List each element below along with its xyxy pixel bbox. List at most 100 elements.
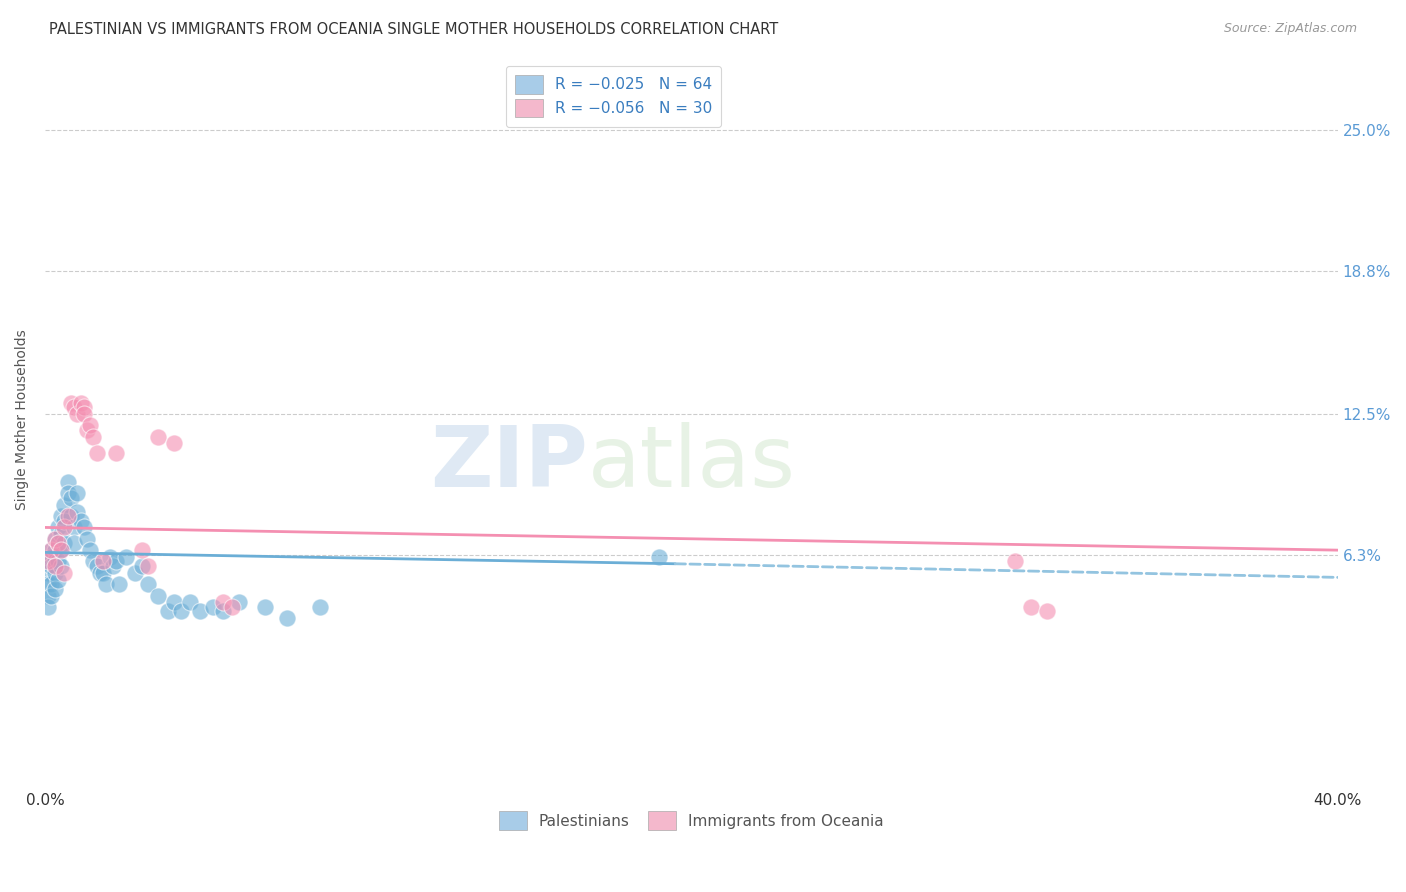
- Point: [53, 566, 76, 580]
- Point: [53, 536, 76, 550]
- Point: [73, 400, 96, 414]
- Point: [1004, 554, 1026, 568]
- Point: [46, 536, 69, 550]
- Point: [76, 423, 98, 437]
- Point: [59, 491, 82, 505]
- Point: [44, 543, 66, 558]
- Point: [63, 536, 86, 550]
- Point: [56, 475, 79, 489]
- Point: [66, 486, 89, 500]
- Point: [221, 599, 243, 614]
- Point: [163, 436, 186, 450]
- Point: [37, 554, 59, 568]
- Point: [41, 549, 63, 564]
- Point: [44, 582, 66, 596]
- Point: [37, 554, 59, 568]
- Point: [1019, 599, 1042, 614]
- Point: [69, 514, 91, 528]
- Point: [66, 407, 89, 421]
- Point: [63, 520, 86, 534]
- Point: [56, 509, 79, 524]
- Point: [49, 509, 72, 524]
- Point: [53, 520, 76, 534]
- Point: [37, 577, 59, 591]
- Point: [37, 566, 59, 580]
- Point: [228, 595, 250, 609]
- Point: [82, 429, 104, 443]
- Text: atlas: atlas: [588, 423, 796, 506]
- Point: [163, 595, 186, 609]
- Point: [46, 536, 69, 550]
- Point: [253, 599, 276, 614]
- Point: [170, 604, 193, 618]
- Point: [202, 599, 225, 614]
- Point: [37, 599, 59, 614]
- Point: [79, 418, 101, 433]
- Point: [91, 566, 114, 580]
- Point: [82, 554, 104, 568]
- Point: [56, 486, 79, 500]
- Point: [76, 532, 98, 546]
- Point: [131, 559, 153, 574]
- Point: [124, 566, 146, 580]
- Point: [156, 604, 179, 618]
- Point: [41, 589, 63, 603]
- Point: [41, 577, 63, 591]
- Point: [63, 400, 86, 414]
- Point: [146, 429, 169, 443]
- Text: Source: ZipAtlas.com: Source: ZipAtlas.com: [1223, 22, 1357, 36]
- Point: [308, 599, 330, 614]
- Point: [73, 407, 96, 421]
- Point: [1036, 604, 1059, 618]
- Point: [86, 559, 108, 574]
- Y-axis label: Single Mother Households: Single Mother Households: [15, 329, 30, 510]
- Point: [146, 589, 169, 603]
- Point: [44, 559, 66, 574]
- Point: [53, 514, 76, 528]
- Point: [59, 395, 82, 409]
- Point: [44, 554, 66, 568]
- Point: [37, 589, 59, 603]
- Point: [53, 498, 76, 512]
- Point: [49, 559, 72, 574]
- Point: [86, 445, 108, 459]
- Point: [46, 573, 69, 587]
- Point: [89, 566, 111, 580]
- Point: [105, 554, 128, 568]
- Point: [79, 543, 101, 558]
- Point: [44, 532, 66, 546]
- Point: [131, 543, 153, 558]
- Legend: Palestinians, Immigrants from Oceania: Palestinians, Immigrants from Oceania: [494, 805, 890, 836]
- Point: [59, 509, 82, 524]
- Point: [179, 595, 201, 609]
- Point: [108, 577, 131, 591]
- Text: PALESTINIAN VS IMMIGRANTS FROM OCEANIA SINGLE MOTHER HOUSEHOLDS CORRELATION CHAR: PALESTINIAN VS IMMIGRANTS FROM OCEANIA S…: [49, 22, 779, 37]
- Point: [44, 532, 66, 546]
- Point: [114, 549, 136, 564]
- Point: [101, 559, 124, 574]
- Point: [138, 559, 160, 574]
- Point: [98, 549, 121, 564]
- Point: [648, 549, 671, 564]
- Text: ZIP: ZIP: [430, 423, 588, 506]
- Point: [41, 543, 63, 558]
- Point: [66, 504, 89, 518]
- Point: [49, 527, 72, 541]
- Point: [44, 566, 66, 580]
- Point: [276, 611, 298, 625]
- Point: [46, 520, 69, 534]
- Point: [73, 520, 96, 534]
- Point: [69, 395, 91, 409]
- Point: [91, 554, 114, 568]
- Point: [41, 559, 63, 574]
- Point: [41, 543, 63, 558]
- Point: [46, 554, 69, 568]
- Point: [105, 445, 128, 459]
- Point: [138, 577, 160, 591]
- Point: [211, 595, 233, 609]
- Point: [188, 604, 211, 618]
- Point: [211, 604, 233, 618]
- Point: [49, 543, 72, 558]
- Point: [96, 577, 118, 591]
- Point: [49, 543, 72, 558]
